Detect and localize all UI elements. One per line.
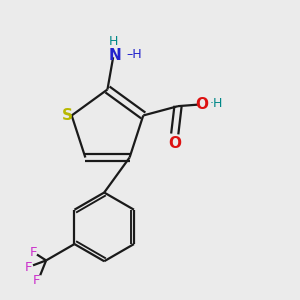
Text: –H: –H xyxy=(126,48,142,61)
Text: N: N xyxy=(108,48,121,63)
Text: ·H: ·H xyxy=(210,98,223,110)
Text: O: O xyxy=(168,136,181,151)
Text: F: F xyxy=(30,246,38,259)
Text: H: H xyxy=(109,35,118,48)
Text: F: F xyxy=(33,274,41,286)
Text: F: F xyxy=(24,261,32,274)
Text: S: S xyxy=(62,108,73,123)
Text: O: O xyxy=(195,97,208,112)
